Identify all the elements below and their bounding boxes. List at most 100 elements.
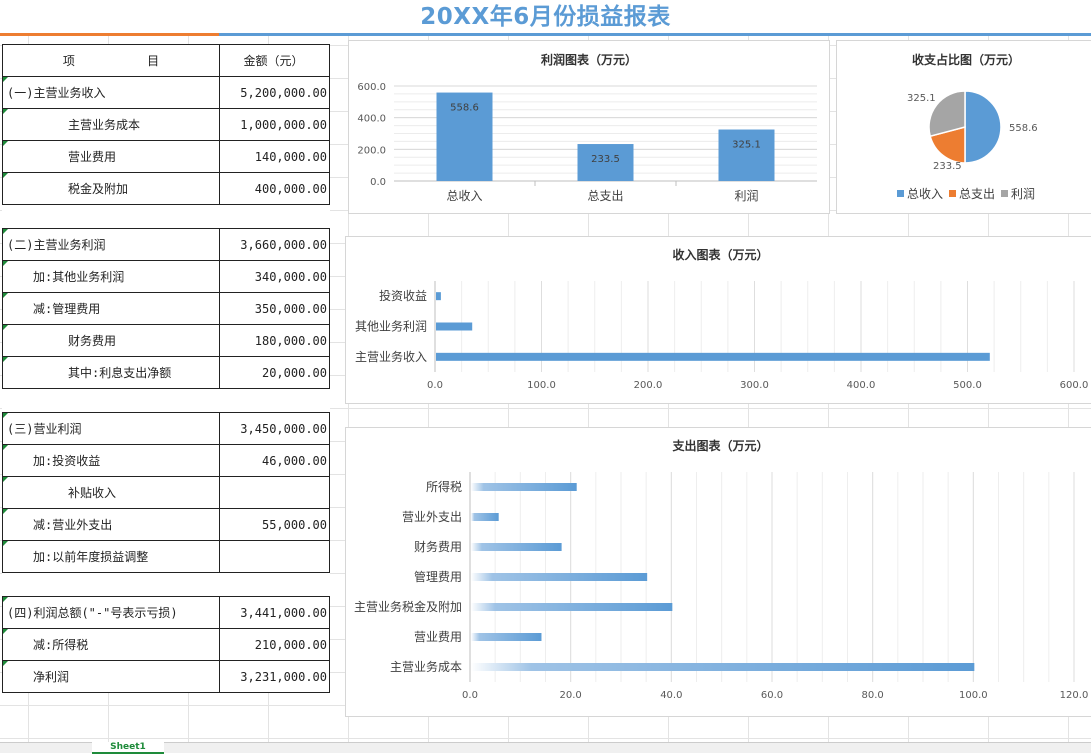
x-tick-label: 80.0 (862, 690, 884, 701)
row-label-cell[interactable]: 净利润 (2, 660, 220, 693)
row-value[interactable]: 210,000.00 (219, 628, 330, 661)
y-tick-label: 财务费用 (414, 539, 462, 554)
table-row: 税金及附加 400,000.00 (2, 172, 330, 205)
sheet-tab[interactable]: Sheet1 (92, 742, 164, 754)
y-tick-label: 营业费用 (414, 630, 462, 644)
row-label-cell[interactable]: 减:营业外支出 (2, 508, 220, 541)
table-row: 减:所得税 210,000.00 (2, 628, 330, 661)
y-tick-label: 营业外支出 (402, 510, 462, 524)
row-label-cell[interactable]: 减:管理费用 (2, 292, 220, 325)
x-tick-label: 利润 (734, 189, 758, 203)
row-label: 加:其他业务利润 (33, 270, 125, 284)
pie-slice (929, 126, 966, 164)
gap-cell (2, 204, 220, 229)
y-tick-label: 主营业务收入 (355, 349, 427, 364)
x-tick-label: 500.0 (953, 380, 982, 391)
gap-cell (2, 572, 220, 597)
row-label: 减:营业外支出 (33, 518, 113, 532)
bar (718, 129, 775, 181)
legend-label: 总收入 (907, 187, 943, 201)
gap-cell (2, 388, 220, 413)
pie-data-label: 325.1 (907, 93, 936, 104)
x-tick-label: 0.0 (462, 690, 478, 701)
x-tick-label: 20.0 (560, 690, 582, 701)
row-value[interactable] (219, 476, 330, 509)
row-label-cell[interactable]: (二)主营业务利润 (2, 228, 220, 261)
table-row: 营业费用 140,000.00 (2, 140, 330, 173)
row-label: 补贴收入 (68, 486, 117, 500)
profit-chart[interactable]: 利润图表（万元） 0.0 200.0 400.0 600.0 558.6 总收入 233.5… (348, 40, 830, 214)
legend-label: 利润 (1011, 187, 1035, 201)
row-value[interactable] (219, 540, 330, 573)
page-title: 20XX年6月份损益报表 (0, 0, 1091, 34)
y-tick-label: 600.0 (357, 82, 386, 93)
row-value[interactable]: 350,000.00 (219, 292, 330, 325)
bar (436, 292, 441, 301)
y-tick-label: 投资收益 (379, 288, 427, 303)
income-chart[interactable]: 收入图表（万元） 0.0 100.0 200.0 300.0 400.0 500.0 600… (345, 236, 1091, 404)
row-value[interactable]: 1,000,000.00 (219, 108, 330, 141)
expense-chart-plot: 0.0 20.0 40.0 60.0 80.0 100.0 120.0 所得税营业外支出财务费… (354, 472, 1088, 701)
row-value[interactable]: 3,231,000.00 (219, 660, 330, 693)
header-amount: 金额（元） (219, 44, 330, 77)
gap-cell (219, 572, 330, 597)
legend-label: 总支出 (959, 187, 995, 201)
y-tick-label: 主营业务税金及附加 (354, 599, 462, 614)
gap-cell (219, 204, 330, 229)
row-value[interactable]: 46,000.00 (219, 444, 330, 477)
row-value[interactable]: 3,441,000.00 (219, 596, 330, 629)
legend-swatch (897, 190, 904, 197)
pie-chart-plot: 558.6 233.5 325.1 总收入 总支出 利润 (897, 90, 1038, 201)
gap-cell (219, 388, 330, 413)
row-label: 净利润 (33, 670, 70, 684)
row-label-cell[interactable]: 加:以前年度损益调整 (2, 540, 220, 573)
row-value[interactable]: 3,450,000.00 (219, 412, 330, 445)
row-label-cell[interactable]: (三)营业利润 (2, 412, 220, 445)
table-row: 其中:利息支出净额 20,000.00 (2, 356, 330, 389)
row-value[interactable]: 5,200,000.00 (219, 76, 330, 109)
y-tick-label: 主营业务成本 (390, 659, 462, 674)
row-value[interactable]: 55,000.00 (219, 508, 330, 541)
bar (471, 513, 499, 521)
row-label-cell[interactable]: 财务费用 (2, 324, 220, 357)
x-tick-label: 600.0 (1060, 380, 1089, 391)
row-value[interactable]: 20,000.00 (219, 356, 330, 389)
row-label-cell[interactable]: 主营业务成本 (2, 108, 220, 141)
sheet-tab-bar (0, 742, 1091, 753)
row-label-cell[interactable]: (四)利润总额("-"号表示亏损) (2, 596, 220, 629)
x-tick-label: 60.0 (761, 690, 783, 701)
row-label-cell[interactable]: 减:所得税 (2, 628, 220, 661)
row-value[interactable]: 180,000.00 (219, 324, 330, 357)
row-label-cell[interactable]: 加:其他业务利润 (2, 260, 220, 293)
x-tick-label: 400.0 (847, 380, 876, 391)
pie-data-label: 558.6 (1009, 123, 1038, 134)
row-label: 财务费用 (68, 334, 117, 348)
row-label: 减:所得税 (33, 638, 89, 652)
profit-chart-title: 利润图表（万元） (540, 53, 637, 67)
row-label-cell[interactable]: (一)主营业务收入 (2, 76, 220, 109)
pie-chart[interactable]: 收支占比图（万元） 558.6 233.5 325.1 总收入 总支出 利润 (836, 40, 1091, 214)
row-value[interactable]: 140,000.00 (219, 140, 330, 173)
table-row: (三)营业利润 3,450,000.00 (2, 412, 330, 445)
row-label-cell[interactable]: 税金及附加 (2, 172, 220, 205)
table-gap-row (2, 572, 330, 597)
row-value[interactable]: 3,660,000.00 (219, 228, 330, 261)
row-label: 加:以前年度损益调整 (33, 550, 149, 564)
expense-chart[interactable]: 支出图表（万元） 0.0 20.0 40.0 60.0 80.0 100.0 120.0 所得… (345, 427, 1091, 717)
row-label-cell[interactable]: 其中:利息支出净额 (2, 356, 220, 389)
y-tick-label: 管理费用 (414, 569, 462, 584)
row-label-cell[interactable]: 加:投资收益 (2, 444, 220, 477)
table-row: 减:管理费用 350,000.00 (2, 292, 330, 325)
table-row: 净利润 3,231,000.00 (2, 660, 330, 693)
legend-swatch (949, 190, 956, 197)
row-label-cell[interactable]: 补贴收入 (2, 476, 220, 509)
row-label-cell[interactable]: 营业费用 (2, 140, 220, 173)
table-row: 加:其他业务利润 340,000.00 (2, 260, 330, 293)
row-value[interactable]: 400,000.00 (219, 172, 330, 205)
row-label: (二)主营业务利润 (7, 238, 106, 252)
x-tick-label: 200.0 (634, 380, 663, 391)
table-row: 主营业务成本 1,000,000.00 (2, 108, 330, 141)
title-underline-blue (219, 33, 1091, 36)
row-value[interactable]: 340,000.00 (219, 260, 330, 293)
table-row: (二)主营业务利润 3,660,000.00 (2, 228, 330, 261)
